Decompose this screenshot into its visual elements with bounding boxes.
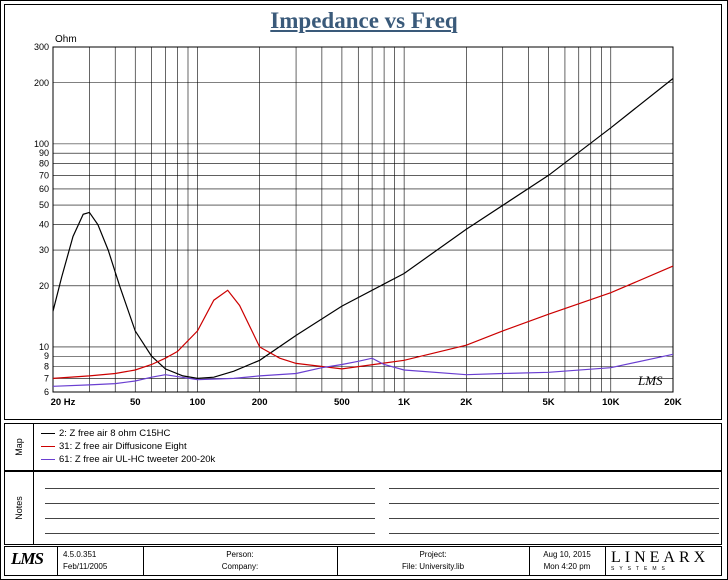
legend-swatch-purple (41, 459, 55, 460)
y-tick-label: 60 (39, 184, 49, 194)
legend-item[interactable]: 2: Z free air 8 ohm C15HC (41, 428, 170, 439)
series-line-0 (52, 78, 674, 380)
notes-panel[interactable]: Notes (4, 471, 722, 545)
grid (52, 46, 674, 393)
lms-logo: LMS (11, 549, 44, 568)
note-line (45, 488, 375, 489)
y-tick-label: 50 (39, 200, 49, 210)
legend-item[interactable]: 31: Z free air Diffusicone Eight (41, 441, 187, 452)
linearx-subtitle: SYSTEMS (611, 566, 670, 572)
x-tick-label: 1K (398, 397, 410, 408)
y-tick-label: 70 (39, 170, 49, 180)
note-line (45, 503, 375, 504)
legend-label: 31: Z free air Diffusicone Eight (59, 441, 187, 452)
note-line (389, 503, 719, 504)
map-panel: Map 2: Z free air 8 ohm C15HC 31: Z free… (4, 423, 722, 471)
y-axis-unit: Ohm (55, 34, 77, 45)
legend-item[interactable]: 61: Z free air UL-HC tweeter 200-20k (41, 454, 215, 465)
note-line (389, 518, 719, 519)
build-date-text: Feb/11/2005 (63, 562, 108, 571)
footer-version-cell: 4.5.0.351 Feb/11/2005 (57, 547, 144, 575)
note-line (389, 488, 719, 489)
x-tick-label: 2K (460, 397, 472, 408)
y-tick-label: 300 (34, 42, 49, 52)
x-tick-label: 20K (664, 397, 682, 408)
legend-swatch-black (41, 433, 55, 434)
linearx-logo: LINEARX (611, 549, 710, 566)
note-line (45, 533, 375, 534)
impedance-plot: 20 Hz 50 100 200 500 1K 2K 5K 10K 20K300200100908… (34, 42, 682, 408)
x-tick-label: 20 Hz (51, 397, 76, 408)
note-line (389, 533, 719, 534)
tick-labels: 20 Hz 50 100 200 500 1K 2K 5K 10K 20K300200100908… (34, 42, 682, 408)
note-line (45, 518, 375, 519)
x-tick-label: 100 (190, 397, 206, 408)
y-tick-label: 80 (39, 159, 49, 169)
series-line-1 (52, 265, 674, 379)
y-tick-label: 30 (39, 245, 49, 255)
notes-side-label: Notes (5, 472, 34, 544)
y-tick-label: 90 (39, 148, 49, 158)
legend-label: 2: Z free air 8 ohm C15HC (59, 428, 171, 439)
y-tick-label: 40 (39, 220, 49, 230)
series-layer (52, 78, 674, 387)
y-tick-label: 200 (34, 78, 49, 88)
footer-project-cell: Project: File: University.lib (337, 547, 530, 575)
chart-title: Impedance vs Freq (270, 8, 458, 33)
y-tick-label: 100 (34, 139, 49, 149)
y-tick-label: 9 (44, 351, 49, 361)
footer-brand-cell: LINEARX SYSTEMS (605, 547, 721, 575)
plot-area (52, 46, 674, 393)
y-tick-label: 7 (44, 373, 49, 383)
company-label: Company: (221, 562, 259, 571)
x-tick-label: 200 (252, 397, 268, 408)
file-label: File: University.lib (401, 562, 465, 571)
map-side-label: Map (5, 424, 34, 470)
footer-person-cell: Person: Company: (143, 547, 338, 575)
lms-watermark: LMS (637, 373, 663, 388)
x-tick-label: 500 (334, 397, 350, 408)
person-label: Person: (226, 550, 254, 559)
y-tick-label: 8 (44, 362, 49, 372)
footer-bar: LMS 4.5.0.351 Feb/11/2005 Person: Compan… (4, 546, 722, 576)
footer-logo-cell: LMS (5, 547, 58, 575)
date-text: Aug 10, 2015 (543, 550, 591, 559)
version-text: 4.5.0.351 (63, 550, 97, 559)
project-label: Project: (419, 550, 447, 559)
footer-date-cell: Aug 10, 2015 Mon 4:20 pm (529, 547, 606, 575)
time-text: Mon 4:20 pm (543, 562, 591, 571)
x-tick-label: 10K (602, 397, 620, 408)
x-tick-label: 50 (130, 397, 141, 408)
x-tick-label: 5K (542, 397, 554, 408)
y-tick-label: 10 (39, 342, 49, 352)
legend-swatch-red (41, 446, 55, 447)
y-tick-label: 20 (39, 281, 49, 291)
series-line-2 (52, 353, 674, 387)
legend-label: 61: Z free air UL-HC tweeter 200-20k (59, 454, 216, 465)
y-tick-label: 6 (44, 387, 49, 397)
